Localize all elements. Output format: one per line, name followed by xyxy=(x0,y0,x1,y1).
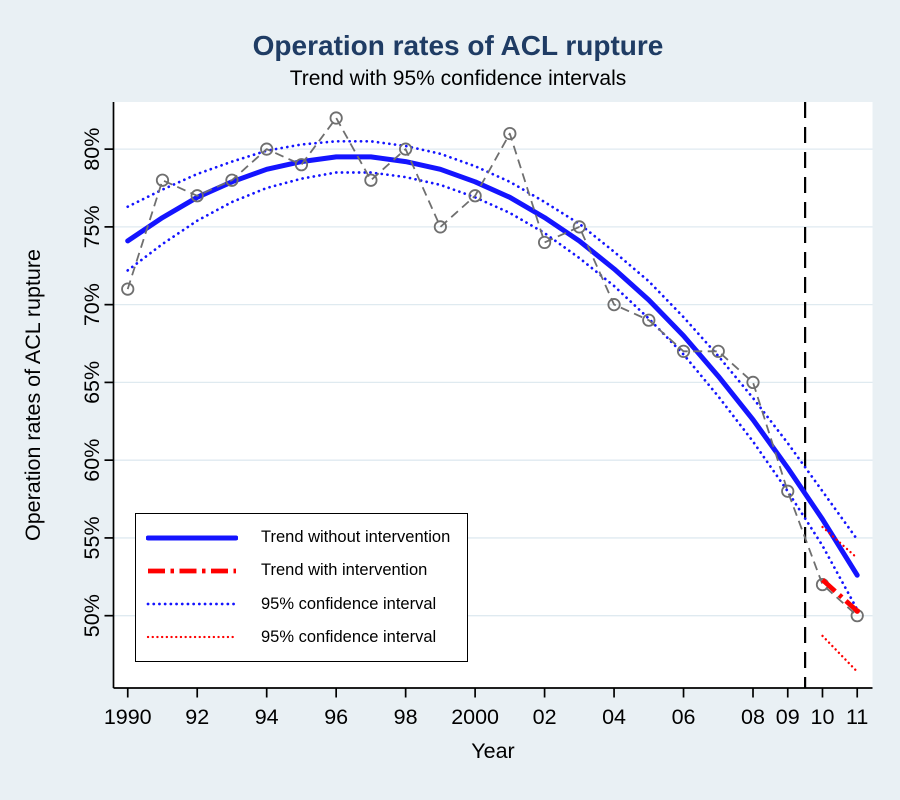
observed-marker xyxy=(642,313,656,327)
y-tick-label: 60% xyxy=(80,439,104,482)
y-tick-label: 70% xyxy=(80,283,104,326)
x-tick-label: 94 xyxy=(255,705,279,729)
intervention-ci-upper xyxy=(821,525,859,560)
ci-upper-line xyxy=(126,139,859,541)
observed-marker xyxy=(190,189,204,203)
x-tick-label: 11 xyxy=(846,705,868,729)
intervention-trend-line xyxy=(820,578,859,613)
y-tick-label: 65% xyxy=(80,361,104,404)
legend-box: Trend without intervention Trend with int… xyxy=(135,513,468,662)
ci-lower-line xyxy=(126,171,859,611)
x-tick-label: 06 xyxy=(672,705,696,729)
observed-marker xyxy=(572,220,586,234)
x-tick-label: 08 xyxy=(741,705,765,729)
legend-line-sample-red-dashdot xyxy=(148,568,236,574)
legend-label: 95% confidence interval xyxy=(261,594,437,613)
legend-line-sample-blue-dotted xyxy=(146,602,238,606)
x-tick-label: 2000 xyxy=(451,705,499,729)
chart-subtitle: Trend with 95% confidence intervals xyxy=(289,67,627,90)
x-tick-label: 10 xyxy=(811,705,835,729)
legend-label: 95% confidence interval xyxy=(261,627,437,646)
intervention-ci-lower xyxy=(821,634,859,673)
trend-line xyxy=(125,154,860,578)
x-axis-title: Year xyxy=(471,739,514,763)
x-tick-label: 02 xyxy=(533,705,557,729)
legend-label: Trend with intervention xyxy=(261,561,428,580)
y-tick-label: 55% xyxy=(80,516,104,559)
observed-marker xyxy=(503,126,517,141)
observed-marker xyxy=(364,173,378,187)
legend-row: Trend without intervention xyxy=(146,528,467,547)
observed-marker xyxy=(399,142,413,156)
observed-marker xyxy=(155,173,170,187)
x-tick-label: 96 xyxy=(324,705,348,729)
observed-line xyxy=(126,117,858,617)
x-tick-label: 98 xyxy=(394,705,418,729)
y-tick-label: 75% xyxy=(80,205,104,248)
x-tick-label: 92 xyxy=(185,705,209,729)
legend-line-sample-blue-solid xyxy=(146,535,238,541)
x-tick-label: 1990 xyxy=(104,705,152,729)
observed-marker xyxy=(537,235,552,250)
legend-line-sample-red-dotted xyxy=(146,636,238,639)
y-tick-label: 50% xyxy=(80,594,104,637)
observed-marker xyxy=(781,484,795,498)
observed-marker xyxy=(260,142,274,156)
observed-marker xyxy=(711,344,725,358)
observed-marker xyxy=(121,282,135,296)
legend-row: 95% confidence interval xyxy=(146,595,467,614)
observed-marker xyxy=(294,158,309,172)
y-axis-title: Operation rates of ACL rupture xyxy=(21,249,45,541)
legend-label: Trend without intervention xyxy=(261,528,451,547)
observed-marker xyxy=(746,375,760,390)
legend-row: Trend with intervention xyxy=(146,561,467,580)
observed-marker xyxy=(225,173,239,187)
observed-marker xyxy=(607,298,621,312)
observed-marker xyxy=(676,344,691,358)
observed-marker xyxy=(433,220,447,234)
legend-row: 95% confidence interval xyxy=(146,628,467,647)
y-tick-label: 80% xyxy=(80,128,104,171)
chart-title: Operation rates of ACL rupture xyxy=(252,30,664,61)
x-tick-label: 04 xyxy=(602,705,626,729)
intervention-endpoint-marker xyxy=(854,608,861,614)
observed-marker xyxy=(468,189,482,203)
x-tick-label: 09 xyxy=(776,705,800,729)
observed-marker xyxy=(329,111,343,125)
